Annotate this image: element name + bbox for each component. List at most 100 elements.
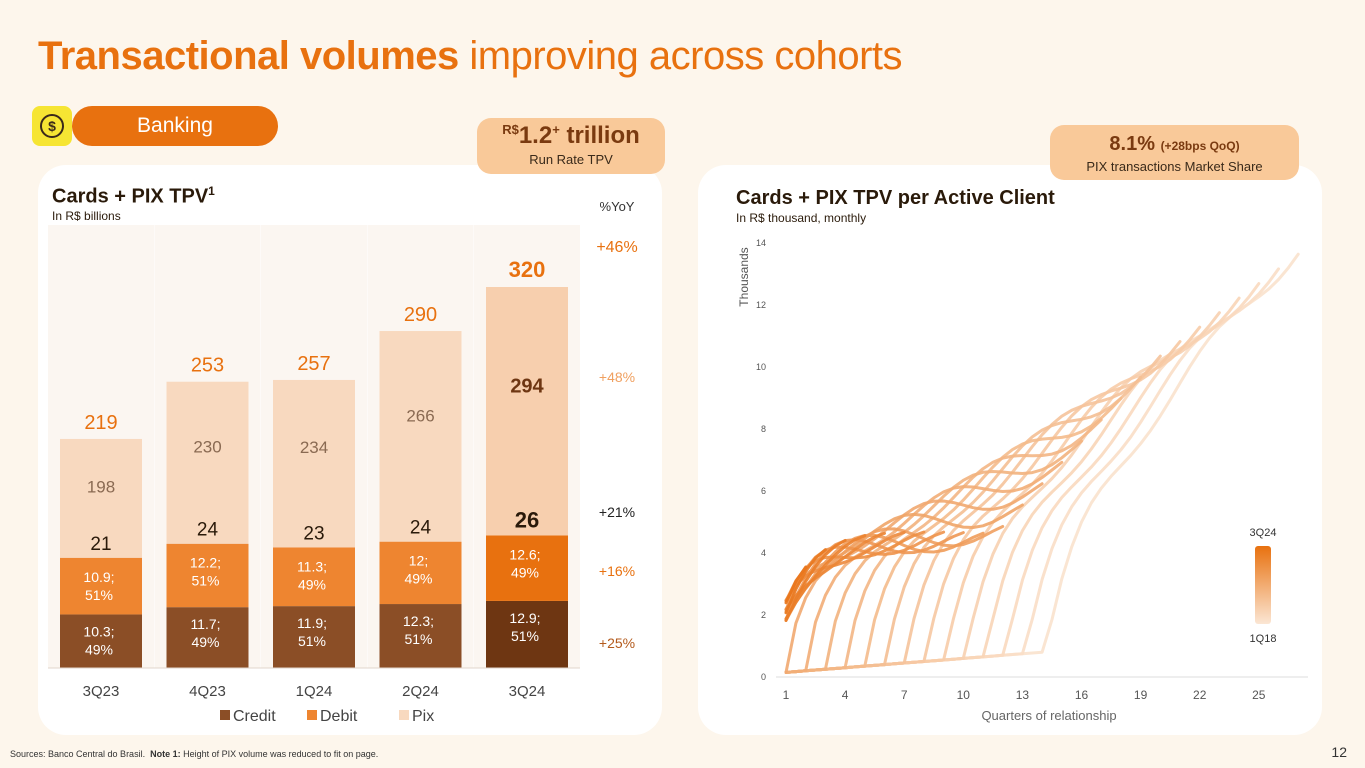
bar-credit xyxy=(166,607,249,668)
cards-total-label: 23 xyxy=(303,523,324,544)
cards-total-label: 21 xyxy=(90,534,111,555)
cohort-gradient-legend xyxy=(1255,546,1271,624)
bar-credit xyxy=(273,606,355,668)
line-chart-title: Cards + PIX TPV per Active Client xyxy=(736,187,1055,209)
bar-credit xyxy=(60,614,142,668)
cohort-line xyxy=(784,565,808,605)
pix-value-label: 198 xyxy=(87,477,115,496)
debit-value-label: 11.3; xyxy=(297,558,327,574)
cohort-line xyxy=(784,354,1162,674)
y-tick-label: 10 xyxy=(756,362,766,372)
category-tick-label: 3Q23 xyxy=(83,683,120,700)
cohort-line xyxy=(784,439,1083,674)
bar-chart-subtitle: In R$ billions xyxy=(52,209,121,223)
cohort-line xyxy=(784,252,1300,674)
y-tick-label: 12 xyxy=(756,300,766,310)
bar-debit xyxy=(486,535,568,601)
banking-tag: Banking xyxy=(72,106,278,146)
yoy-header: %YoY xyxy=(600,199,635,214)
bar-debit xyxy=(166,543,249,608)
y-tick-label: 0 xyxy=(761,672,766,682)
legend-label: Credit xyxy=(233,708,276,725)
page-title: Transactional volumes improving across c… xyxy=(38,34,903,78)
total-value-label: 253 xyxy=(191,355,224,377)
pix-market-share-badge: 8.1% (+28bps QoQ) PIX transactions Marke… xyxy=(1050,125,1299,180)
x-tick-label: 7 xyxy=(901,688,908,702)
bar-debit xyxy=(60,557,142,615)
cards-total-label: 24 xyxy=(410,518,432,539)
cohort-line xyxy=(784,531,965,621)
total-value-label: 219 xyxy=(84,412,117,434)
bar-debit xyxy=(273,547,355,607)
x-tick-label: 16 xyxy=(1075,688,1089,702)
credit-value-label: 12.3; xyxy=(403,613,434,629)
bar-pix xyxy=(60,438,142,558)
credit-value-label: 10.3; xyxy=(83,623,114,639)
total-value-label: 320 xyxy=(509,257,546,282)
cohort-line xyxy=(784,375,1143,674)
pix-value-label: 234 xyxy=(300,438,328,457)
debit-share-label: 49% xyxy=(511,564,539,580)
category-tick-label: 4Q23 xyxy=(189,683,226,700)
debit-share-label: 51% xyxy=(85,587,113,603)
cohort-line xyxy=(784,534,867,621)
pix-value-label: 294 xyxy=(510,375,544,397)
credit-share-label: 51% xyxy=(511,628,539,644)
bar-pix xyxy=(273,379,355,548)
y-tick-label: 4 xyxy=(761,548,766,558)
y-tick-label: 14 xyxy=(756,238,766,248)
y-tick-label: 2 xyxy=(761,610,766,620)
cohort-line xyxy=(784,525,1005,614)
cohort-line xyxy=(784,418,1103,674)
credit-value-label: 12.9; xyxy=(509,610,540,626)
cards-total-label: 26 xyxy=(515,507,539,532)
bar-credit xyxy=(486,600,568,668)
category-tick-label: 1Q24 xyxy=(296,683,333,700)
bar-debit xyxy=(379,541,462,605)
x-tick-label: 1 xyxy=(783,688,790,702)
pix-value-label: 230 xyxy=(193,438,221,457)
cards-total-label: 24 xyxy=(197,520,219,541)
debit-value-label: 12.6; xyxy=(509,546,540,562)
credit-share-label: 49% xyxy=(191,634,219,650)
debit-value-label: 12.2; xyxy=(190,555,221,571)
legend-label: Pix xyxy=(412,708,434,725)
debit-value-label: 10.9; xyxy=(83,569,114,585)
debit-value-label: 12; xyxy=(409,553,428,569)
run-rate-tpv-badge: R$1.2+ trillion Run Rate TPV xyxy=(477,118,665,174)
credit-share-label: 51% xyxy=(404,631,432,647)
cohort-line xyxy=(784,340,1182,674)
bar-credit xyxy=(379,604,462,668)
x-tick-label: 13 xyxy=(1016,688,1030,702)
dollar-coin-icon: $ xyxy=(32,106,72,146)
debit-share-label: 49% xyxy=(404,571,432,587)
footer-note: Sources: Banco Central do Brasil. Note 1… xyxy=(10,749,379,759)
credit-share-label: 49% xyxy=(85,641,113,657)
x-tick-label: 22 xyxy=(1193,688,1207,702)
total-value-label: 290 xyxy=(404,304,437,326)
debit-share-label: 49% xyxy=(298,576,326,592)
y-tick-label: 6 xyxy=(761,486,766,496)
bar-pix xyxy=(486,287,568,536)
x-tick-label: 25 xyxy=(1252,688,1266,702)
legend-swatch xyxy=(220,710,230,720)
credit-value-label: 11.9; xyxy=(297,615,327,631)
legend-label: Debit xyxy=(320,708,358,725)
total-value-label: 257 xyxy=(297,353,330,375)
x-tick-label: 19 xyxy=(1134,688,1148,702)
yoy-total: +46% xyxy=(596,239,637,256)
bar-chart-title: Cards + PIX TPV1 xyxy=(52,184,215,208)
cohort-line xyxy=(784,530,906,603)
x-axis-label: Quarters of relationship xyxy=(981,708,1116,723)
legend-swatch xyxy=(307,710,317,720)
bar-pix xyxy=(166,381,249,544)
page-number: 12 xyxy=(1331,744,1347,760)
credit-value-label: 11.7; xyxy=(190,616,220,632)
category-tick-label: 3Q24 xyxy=(509,683,546,700)
cohort-line xyxy=(784,539,847,622)
y-axis-label: Thousands xyxy=(737,247,751,306)
pix-value-label: 266 xyxy=(406,406,434,425)
legend-oldest-label: 1Q18 xyxy=(1250,633,1277,645)
